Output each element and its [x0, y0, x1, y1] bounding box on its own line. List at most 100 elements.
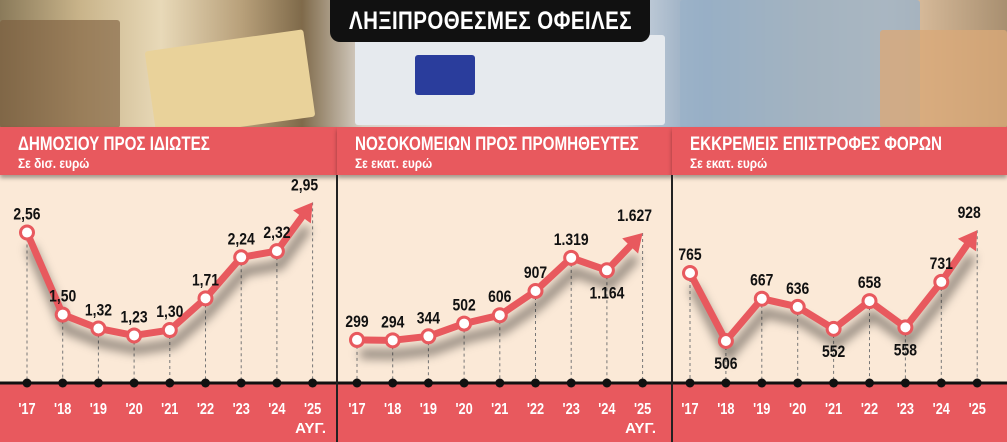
- data-label: 928: [958, 204, 982, 223]
- x-tick-label: '20: [455, 401, 472, 419]
- x-tick-label: '20: [125, 401, 142, 419]
- chart-subtitle: Σε δισ. ευρώ: [18, 155, 90, 171]
- data-point: [54, 306, 71, 323]
- data-point: [897, 319, 914, 336]
- axis-dot: [900, 378, 910, 388]
- axis-dot: [201, 378, 210, 388]
- x-tick-label: '17: [681, 401, 698, 419]
- data-point: [90, 320, 107, 337]
- data-point: [491, 307, 508, 324]
- x-tick-label: '24: [598, 401, 615, 419]
- main-title-box: ΛΗΞΙΠΡΟΘΕΣΜΕΣ ΟΦΕΙΛΕΣ: [330, 0, 650, 42]
- axis-dot: [972, 378, 982, 388]
- panel-divider: [671, 175, 673, 442]
- line-shadow: [25, 224, 311, 355]
- data-label: 765: [678, 246, 702, 265]
- arrow-head-icon: [957, 230, 978, 252]
- panel-divider: [336, 175, 338, 442]
- axis-dot: [58, 378, 68, 388]
- axis-dot: [829, 378, 839, 388]
- line-shadow: [359, 254, 640, 359]
- data-label: 1,23: [121, 308, 148, 327]
- x-tick-label: '24: [268, 401, 285, 419]
- axis-dot: [129, 378, 139, 388]
- axis-dot: [757, 378, 767, 388]
- chart-subtitle: Σε εκατ. ευρώ: [355, 155, 433, 171]
- data-label: 1.319: [554, 231, 589, 250]
- data-label: 2,32: [263, 224, 290, 243]
- data-label: 552: [822, 343, 846, 362]
- x-tick-label: '21: [491, 401, 508, 419]
- axis-dot: [531, 378, 540, 388]
- data-point: [19, 224, 35, 241]
- data-label: 606: [488, 288, 512, 307]
- axis-dot: [566, 378, 576, 388]
- x-tick-label: '22: [861, 401, 878, 419]
- x-tick-label: '17: [18, 401, 35, 419]
- data-label: 1,71: [192, 271, 219, 290]
- data-label: 344: [417, 309, 441, 328]
- axis-dot: [495, 378, 505, 388]
- chart-panel-hospitals-to-suppliers: ΝΟΣΟΚΟΜΕΙΩΝ ΠΡΟΣ ΠΡΟΜΗΘΕΥΤΕΣ Σε εκατ. ευ…: [337, 127, 672, 442]
- x-tick-label: '19: [420, 401, 437, 419]
- axis-dot: [865, 378, 874, 388]
- data-point: [682, 264, 698, 281]
- chart-title: ΔΗΜΟΣΙΟΥ ΠΡΟΣ ΙΔΙΩΤΕΣ: [18, 134, 210, 155]
- data-label: 658: [858, 274, 882, 293]
- chart-panel-pending-tax-refunds: ΕΚΚΡΕΜΕΙΣ ΕΠΙΣΤΡΟΦΕΣ ΦΟΡΩΝ Σε εκατ. ευρώ…: [672, 127, 1007, 442]
- x-tick-note: ΑΥΓ.: [295, 420, 326, 437]
- data-label: 907: [524, 264, 547, 283]
- data-label: 1,50: [49, 287, 76, 306]
- axis-dot: [352, 378, 362, 388]
- data-point: [161, 322, 178, 339]
- data-point: [933, 273, 950, 290]
- data-label: 2,95: [291, 176, 318, 195]
- main-title: ΛΗΞΙΠΡΟΘΕΣΜΕΣ ΟΦΕΙΛΕΣ: [348, 6, 632, 35]
- axis-dot: [936, 378, 946, 388]
- axis-dot: [638, 378, 648, 388]
- data-label: 636: [786, 280, 810, 299]
- x-tick-label: '23: [563, 401, 580, 419]
- x-tick-label: '18: [54, 401, 71, 419]
- x-tick-label: '18: [384, 401, 401, 419]
- axis-dot: [388, 378, 398, 388]
- data-label: 299: [345, 313, 369, 332]
- data-label: 506: [714, 355, 738, 374]
- data-point: [384, 332, 401, 349]
- data-point: [753, 290, 770, 307]
- data-point: [268, 243, 285, 260]
- x-tick-label: '25: [304, 401, 321, 419]
- data-point: [527, 282, 544, 299]
- x-tick-label: '25: [634, 401, 651, 419]
- data-label: 731: [930, 255, 954, 274]
- axis-dot: [22, 378, 32, 388]
- x-tick-note: ΑΥΓ.: [625, 420, 656, 437]
- axis-dot: [793, 378, 803, 388]
- data-point: [825, 320, 842, 337]
- line-chart: 299 '17 294 '18 344 '19 502 '20 606 '21 907 '22 1.31…: [337, 207, 672, 437]
- data-label: 1.627: [617, 207, 652, 226]
- axis-dot: [459, 378, 469, 388]
- data-point: [861, 293, 878, 310]
- x-tick-label: '17: [348, 401, 365, 419]
- data-label: 1,30: [156, 303, 183, 322]
- data-label: 502: [452, 296, 476, 315]
- data-point: [126, 327, 143, 344]
- axis-dot: [93, 378, 103, 388]
- axis-footer: [337, 383, 672, 442]
- data-label: 294: [381, 313, 405, 332]
- axis-dot: [236, 378, 246, 388]
- x-tick-label: '18: [717, 401, 734, 419]
- x-tick-label: '23: [897, 401, 914, 419]
- chart-subtitle: Σε εκατ. ευρώ: [690, 155, 768, 171]
- axis-dot: [423, 378, 433, 388]
- panel-header: [0, 127, 337, 175]
- data-point: [197, 290, 214, 307]
- x-tick-label: '23: [233, 401, 250, 419]
- axis-footer: [672, 383, 1007, 442]
- data-point: [563, 249, 580, 266]
- x-tick-label: '21: [825, 401, 842, 419]
- data-point: [789, 298, 806, 315]
- data-point: [349, 331, 365, 348]
- data-point: [456, 315, 473, 332]
